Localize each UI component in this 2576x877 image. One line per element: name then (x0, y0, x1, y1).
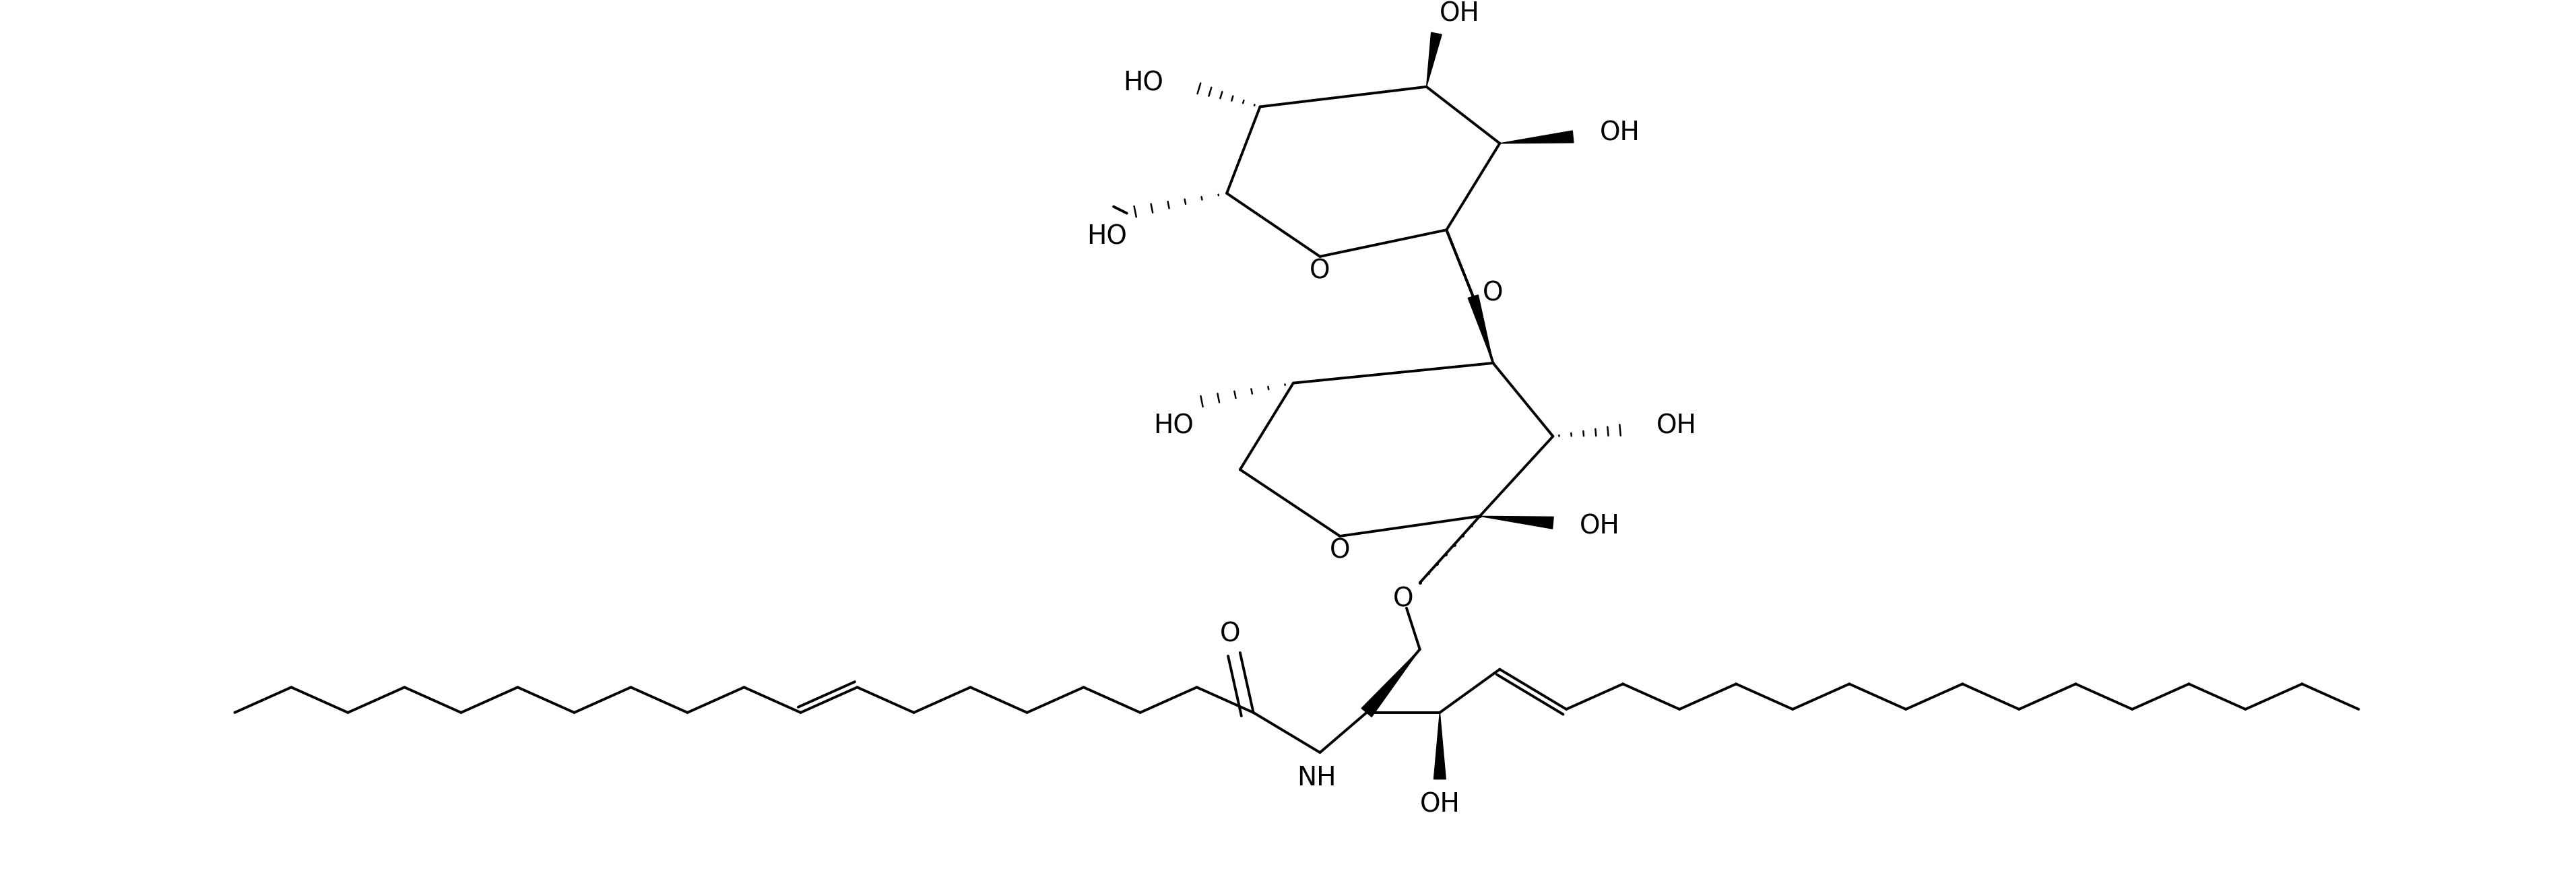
Text: NH: NH (1296, 765, 1337, 790)
Polygon shape (1499, 131, 1574, 143)
Polygon shape (1479, 517, 1553, 529)
Text: O: O (1221, 621, 1242, 647)
Text: O: O (1484, 281, 1504, 306)
Text: OH: OH (1440, 1, 1481, 26)
Text: OH: OH (1579, 513, 1620, 539)
Polygon shape (1435, 712, 1445, 779)
Text: OH: OH (1656, 413, 1698, 439)
Text: O: O (1309, 259, 1329, 284)
Polygon shape (1468, 295, 1494, 363)
Text: O: O (1394, 587, 1414, 612)
Text: OH: OH (1600, 120, 1641, 146)
Text: O: O (1329, 538, 1350, 564)
Text: HO: HO (1123, 71, 1164, 96)
Text: HO: HO (1087, 224, 1128, 249)
Polygon shape (1427, 32, 1443, 87)
Text: HO: HO (1154, 413, 1193, 439)
Text: OH: OH (1419, 792, 1461, 817)
Polygon shape (1363, 649, 1419, 717)
